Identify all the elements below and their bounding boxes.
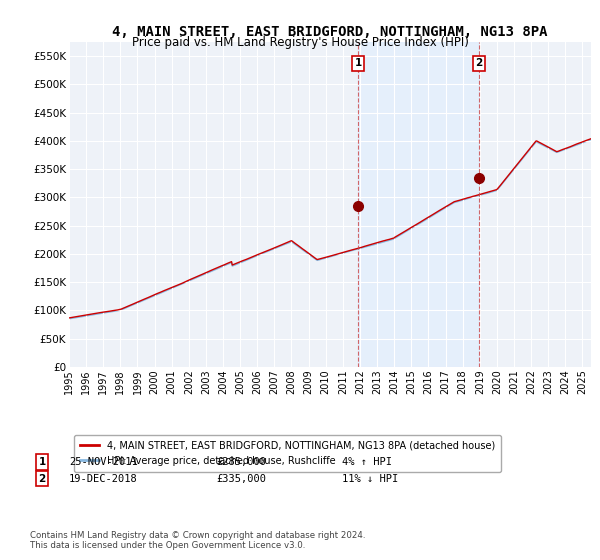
Text: Contains HM Land Registry data © Crown copyright and database right 2024.
This d: Contains HM Land Registry data © Crown c… (30, 530, 365, 550)
Text: 11% ↓ HPI: 11% ↓ HPI (342, 474, 398, 484)
Text: 2: 2 (38, 474, 46, 484)
Text: 2: 2 (475, 58, 482, 68)
Text: £335,000: £335,000 (216, 474, 266, 484)
Text: Price paid vs. HM Land Registry's House Price Index (HPI): Price paid vs. HM Land Registry's House … (131, 36, 469, 49)
Title: 4, MAIN STREET, EAST BRIDGFORD, NOTTINGHAM, NG13 8PA: 4, MAIN STREET, EAST BRIDGFORD, NOTTINGH… (112, 25, 548, 39)
Text: 19-DEC-2018: 19-DEC-2018 (69, 474, 138, 484)
Text: 25-NOV-2011: 25-NOV-2011 (69, 457, 138, 467)
Legend: 4, MAIN STREET, EAST BRIDGFORD, NOTTINGHAM, NG13 8PA (detached house), HPI: Aver: 4, MAIN STREET, EAST BRIDGFORD, NOTTINGH… (74, 435, 501, 472)
Text: £285,000: £285,000 (216, 457, 266, 467)
Bar (358, 42, 479, 367)
Text: 1: 1 (355, 58, 362, 68)
Text: 4% ↑ HPI: 4% ↑ HPI (342, 457, 392, 467)
Text: 1: 1 (38, 457, 46, 467)
